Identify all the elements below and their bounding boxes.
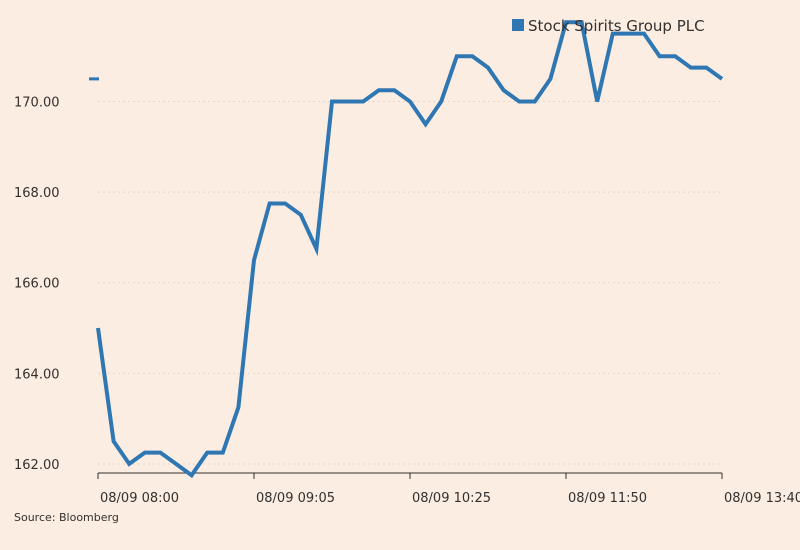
x-tick-label: 08/09 08:00 — [100, 491, 179, 506]
legend-swatch — [512, 19, 524, 31]
y-tick-label: 166.00 — [14, 277, 60, 292]
x-tick-label: 08/09 10:25 — [412, 491, 491, 506]
y-axis-ticks: 162.00 164.00 166.00 168.00 170.00 — [14, 96, 60, 473]
source-note: Source: Bloomberg — [14, 511, 119, 524]
legend-label: Stock Spirits Group PLC — [528, 17, 705, 35]
y-tick-label: 170.00 — [14, 96, 60, 111]
x-tick-label: 08/09 13:40 — [724, 491, 800, 506]
grid-lines — [98, 101, 722, 465]
x-tick-label: 08/09 11:50 — [568, 491, 647, 506]
y-tick-label: 168.00 — [14, 186, 60, 201]
series-line — [96, 20, 724, 479]
y-tick-label: 162.00 — [14, 458, 60, 473]
series-layer — [89, 20, 724, 479]
legend: Stock Spirits Group PLC — [512, 17, 705, 35]
x-axis-ticks: 08/09 08:00 08/09 09:05 08/09 10:25 08/09 1… — [97, 473, 800, 506]
x-tick-label: 08/09 09:05 — [256, 491, 335, 506]
y-tick-label: 164.00 — [14, 367, 60, 382]
